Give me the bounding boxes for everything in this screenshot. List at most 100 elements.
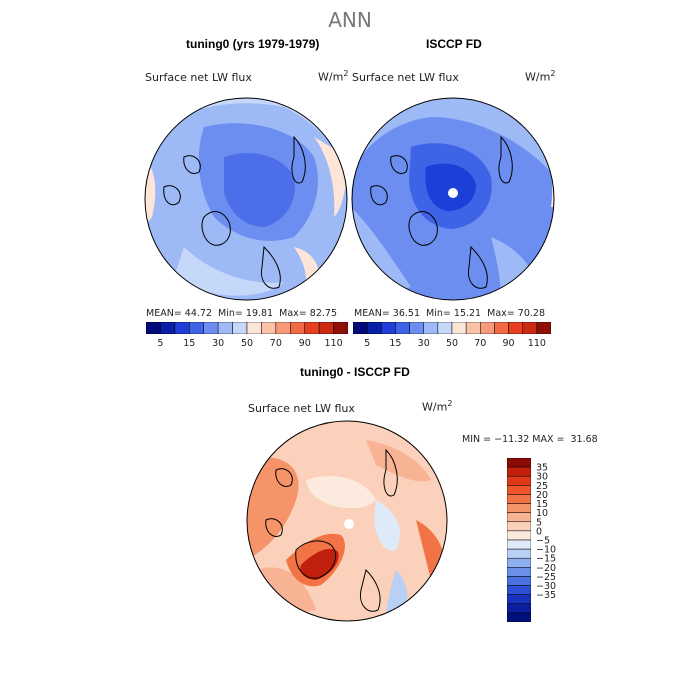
colorbar-tick-label: 20	[536, 490, 548, 501]
colorbar-tick-label: −10	[536, 545, 556, 556]
colorbar-swatch	[304, 322, 320, 334]
colorbar-swatch	[507, 539, 531, 550]
colorbar-swatch	[333, 322, 348, 334]
colorbar-tick-label: 110	[325, 338, 343, 349]
map-3-field-region	[366, 440, 431, 482]
colorbar-tick-label: −20	[536, 563, 556, 574]
panel-3-title: tuning0 - ISCCP FD	[300, 365, 410, 379]
panel-1-variable-label: Surface net LW flux	[145, 71, 252, 84]
map-3-pole-mask	[344, 519, 354, 529]
colorbar-swatch	[507, 612, 531, 622]
colorbar-swatch	[507, 512, 531, 523]
colorbar-swatch	[507, 603, 531, 614]
colorbar-swatch	[507, 530, 531, 541]
colorbar-swatch	[395, 322, 410, 334]
map-3-field-region	[300, 548, 339, 580]
map-1-field-region	[224, 153, 295, 227]
map-3-field-region	[374, 500, 400, 551]
colorbar-tick-label: 15	[183, 338, 195, 349]
colorbar-swatch	[437, 322, 453, 334]
panel-1-stats: MEAN= 44.72 Min= 19.81 Max= 82.75	[146, 308, 337, 319]
colorbar-swatch	[381, 322, 396, 334]
colorbar-swatch	[507, 594, 531, 605]
panel-2-variable-label: Surface net LW flux	[352, 71, 459, 84]
colorbar-tick-label: 5	[364, 338, 370, 349]
colorbar-swatch	[290, 322, 305, 334]
colorbar-tick-label: 0	[536, 526, 542, 537]
map-panel-2	[351, 97, 555, 301]
colorbar-tick-label: 110	[528, 338, 546, 349]
colorbar-tick-label: −30	[536, 581, 556, 592]
colorbar-swatch	[507, 557, 531, 568]
map-3-coastline	[265, 448, 398, 612]
colorbar-tick-label: 70	[474, 338, 486, 349]
colorbar-swatch	[507, 466, 531, 477]
colorbar-swatch	[536, 322, 551, 334]
map-2-field-region	[352, 98, 554, 177]
colorbar-tick-label: 15	[536, 499, 548, 510]
panel-1-title: tuning0 (yrs 1979-1979)	[186, 37, 320, 51]
colorbar-panel-1-labels: 51530507090110130	[157, 338, 343, 349]
colorbar-tick-label: 90	[299, 338, 311, 349]
colorbar-swatch	[246, 322, 262, 334]
colorbar-tick-label: 25	[536, 481, 548, 492]
map-2-pole-mask	[448, 188, 458, 198]
colorbar-swatch	[465, 322, 481, 334]
colorbar-swatch	[160, 322, 176, 334]
colorbar-tick-label: 70	[270, 338, 282, 349]
colorbar-swatch	[480, 322, 495, 334]
colorbar-swatch	[507, 475, 531, 486]
colorbar-swatch	[507, 458, 531, 468]
panel-3-variable-label: Surface net LW flux	[248, 402, 355, 415]
colorbar-swatch	[507, 548, 531, 559]
colorbar-swatch	[451, 322, 467, 334]
colorbar-swatch	[232, 322, 248, 334]
panel-1-units: W/m2	[318, 69, 349, 84]
colorbar-tick-label: 50	[446, 338, 458, 349]
map-1-field-region	[174, 247, 284, 296]
panel-2-title: ISCCP FD	[426, 37, 482, 51]
map-panel-3	[246, 420, 448, 622]
colorbar-tick-label: 30	[418, 338, 430, 349]
map-panel-1	[144, 97, 348, 301]
colorbar-tick-label: −5	[536, 536, 550, 547]
map-1-coastline	[163, 135, 306, 289]
colorbar-swatch	[217, 322, 233, 334]
colorbar-swatch	[507, 576, 531, 586]
colorbar-swatch	[353, 322, 368, 334]
colorbar-swatch	[508, 322, 523, 334]
colorbar-swatch	[366, 322, 382, 334]
panel-3-stats: MIN = −11.32 MAX = 31.68	[462, 434, 598, 445]
colorbar-swatch	[261, 322, 277, 334]
colorbar-swatch	[409, 322, 424, 334]
colorbar-swatch	[507, 485, 531, 495]
colorbar-swatch	[318, 322, 334, 334]
panel-3-units: W/m2	[422, 399, 453, 414]
colorbar-tick-label: 30	[536, 472, 548, 483]
colorbar-tick-label: 10	[536, 508, 548, 519]
map-3-field-region	[306, 476, 376, 509]
colorbar-swatch	[494, 322, 509, 334]
colorbar-tick-label: 90	[503, 338, 515, 349]
colorbar-swatch	[507, 585, 531, 595]
colorbar-swatch	[522, 322, 538, 334]
panel-2-stats: MEAN= 36.51 Min= 15.21 Max= 70.28	[354, 308, 545, 319]
colorbar-swatch	[507, 494, 531, 504]
colorbar-tick-label: −35	[536, 590, 556, 601]
colorbar-panel-2-labels: 51530507090110130	[364, 338, 546, 349]
map-1-border	[144, 97, 348, 301]
colorbar-tick-label: 5	[157, 338, 163, 349]
colorbar-panel-2	[353, 322, 551, 334]
colorbar-swatch	[507, 567, 531, 577]
colorbar-swatch	[275, 322, 291, 334]
colorbar-swatch	[507, 503, 531, 513]
map-3-border	[246, 420, 448, 622]
figure-title: ANN	[328, 8, 372, 32]
colorbar-swatch	[189, 322, 204, 334]
colorbar-tick-label: 50	[241, 338, 253, 349]
map-2-coastline	[370, 135, 513, 289]
colorbar-swatch	[146, 322, 161, 334]
colorbar-tick-label: −15	[536, 554, 556, 565]
colorbar-swatch	[423, 322, 439, 334]
